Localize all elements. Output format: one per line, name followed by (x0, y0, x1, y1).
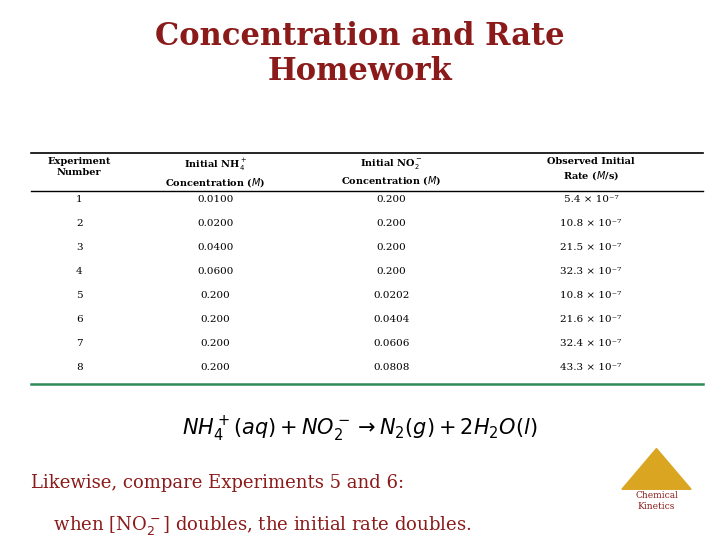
Text: 0.200: 0.200 (200, 363, 230, 372)
Text: 32.3 × 10⁻⁷: 32.3 × 10⁻⁷ (560, 267, 621, 276)
Text: 0.200: 0.200 (200, 315, 230, 324)
Text: Observed Initial
Rate ($M$/s): Observed Initial Rate ($M$/s) (547, 157, 635, 182)
Text: Initial NO$_2^-$
Concentration ($M$): Initial NO$_2^-$ Concentration ($M$) (341, 157, 441, 187)
Text: 8: 8 (76, 363, 83, 372)
Text: 0.200: 0.200 (200, 291, 230, 300)
Text: 0.0202: 0.0202 (373, 291, 409, 300)
Text: 3: 3 (76, 243, 83, 252)
Text: Concentration and Rate
Homework: Concentration and Rate Homework (156, 21, 564, 87)
Text: Initial NH$_4^+$
Concentration ($M$): Initial NH$_4^+$ Concentration ($M$) (165, 157, 266, 189)
Text: 32.4 × 10⁻⁷: 32.4 × 10⁻⁷ (560, 339, 621, 348)
Text: 6: 6 (76, 315, 83, 324)
Text: 10.8 × 10⁻⁷: 10.8 × 10⁻⁷ (560, 291, 621, 300)
Text: Experiment
Number: Experiment Number (48, 157, 111, 177)
Text: 0.0100: 0.0100 (197, 195, 233, 204)
Text: Chemical
Kinetics: Chemical Kinetics (635, 491, 678, 511)
Text: 43.3 × 10⁻⁷: 43.3 × 10⁻⁷ (560, 363, 621, 372)
Text: 0.0808: 0.0808 (373, 363, 409, 372)
Text: 0.0404: 0.0404 (373, 315, 409, 324)
Text: 0.0606: 0.0606 (373, 339, 409, 348)
Text: 2: 2 (76, 219, 83, 228)
Text: 0.200: 0.200 (377, 195, 406, 204)
Text: 0.200: 0.200 (377, 219, 406, 228)
Text: 5.4 × 10⁻⁷: 5.4 × 10⁻⁷ (564, 195, 618, 204)
Text: when [NO$_2^-$] doubles, the initial rate doubles.: when [NO$_2^-$] doubles, the initial rat… (32, 515, 472, 537)
Text: Likewise, compare Experiments 5 and 6:: Likewise, compare Experiments 5 and 6: (32, 474, 405, 491)
Polygon shape (622, 449, 691, 489)
Text: 0.200: 0.200 (377, 243, 406, 252)
Text: 0.0400: 0.0400 (197, 243, 233, 252)
Text: 0.200: 0.200 (200, 339, 230, 348)
Text: 7: 7 (76, 339, 83, 348)
Text: 0.0200: 0.0200 (197, 219, 233, 228)
Text: 4: 4 (76, 267, 83, 276)
Text: 1: 1 (76, 195, 83, 204)
Text: 0.200: 0.200 (377, 267, 406, 276)
Text: 10.8 × 10⁻⁷: 10.8 × 10⁻⁷ (560, 219, 621, 228)
Text: 0.0600: 0.0600 (197, 267, 233, 276)
Text: 21.5 × 10⁻⁷: 21.5 × 10⁻⁷ (560, 243, 621, 252)
Text: 21.6 × 10⁻⁷: 21.6 × 10⁻⁷ (560, 315, 621, 324)
Text: 5: 5 (76, 291, 83, 300)
Text: $NH_4^+(aq) + NO_2^- \rightarrow N_2(g) + 2H_2O(l)$: $NH_4^+(aq) + NO_2^- \rightarrow N_2(g) … (182, 415, 538, 444)
